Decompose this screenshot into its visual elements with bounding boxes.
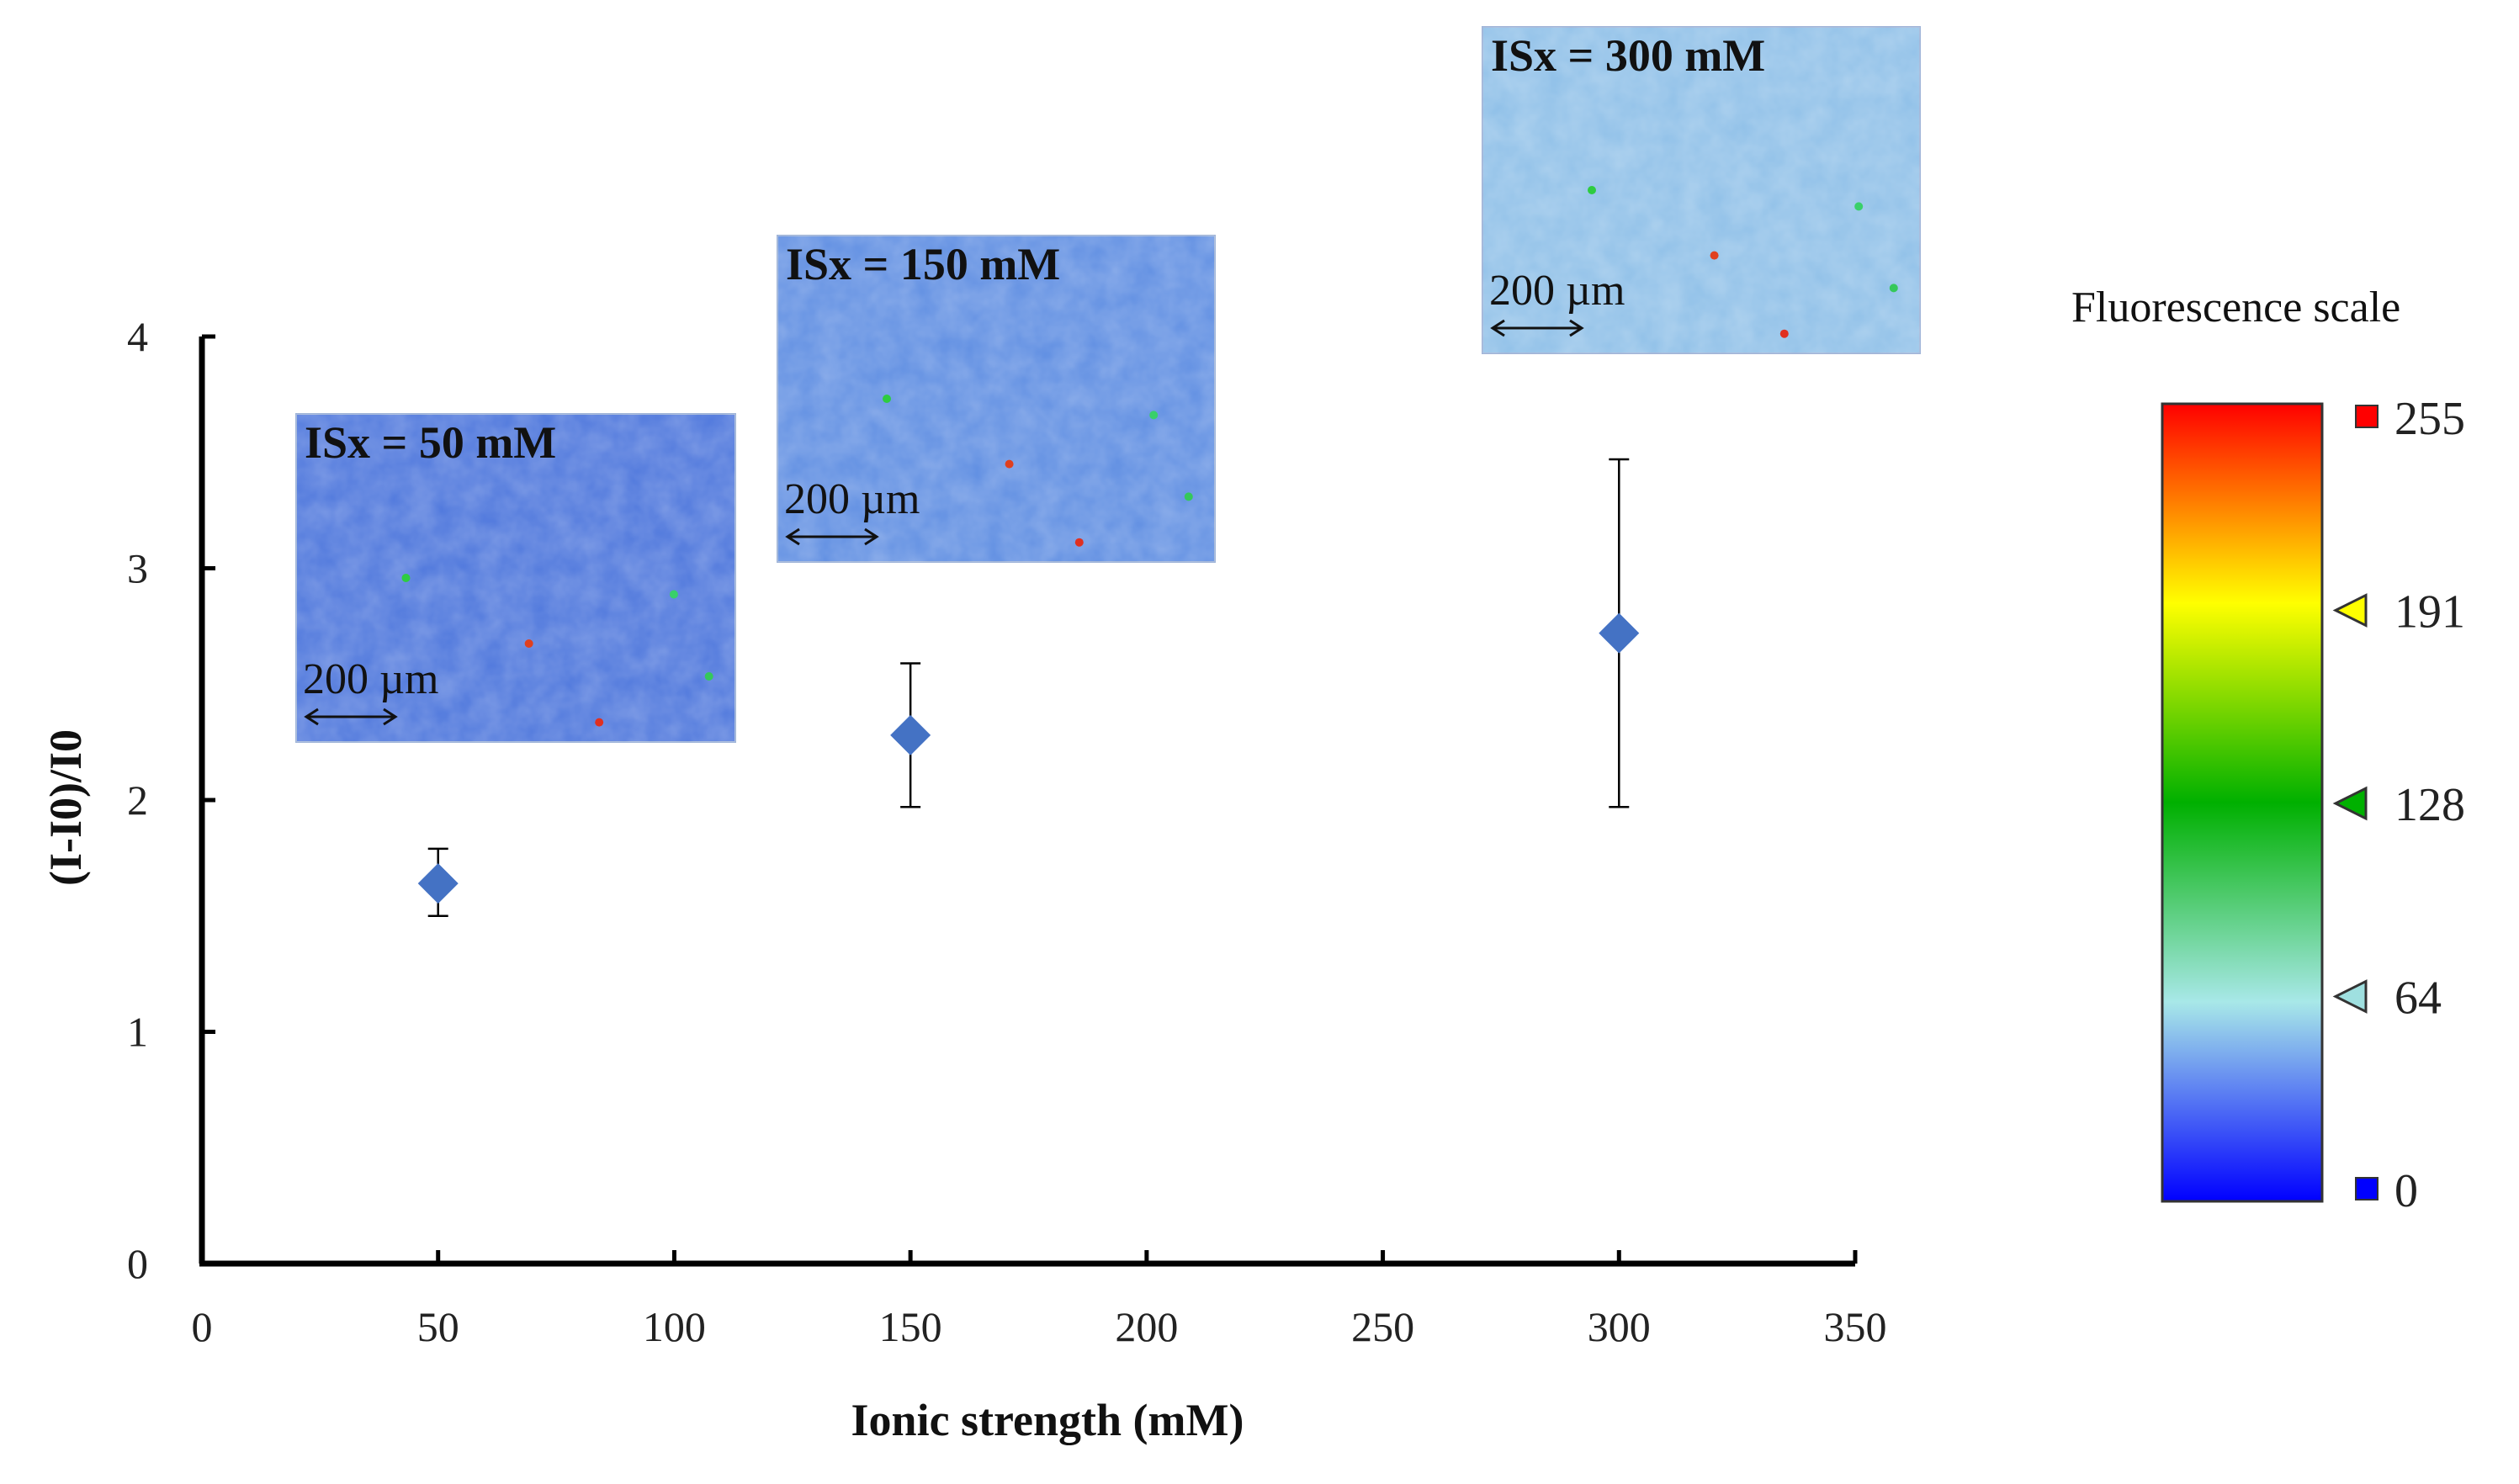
colorbar-gradient	[2161, 402, 2324, 1203]
x-tick-label: 150	[879, 1303, 942, 1350]
scale-bar-label: 200 µm	[303, 655, 438, 703]
scale-bar-arrow-right	[383, 708, 398, 726]
y-tick-label: 3	[127, 545, 148, 592]
colorbar-tick-label: 128	[2394, 779, 2465, 831]
x-tick-label: 0	[192, 1303, 213, 1350]
inset-image: ISx = 150 mM 200 µm	[777, 235, 1216, 563]
inset-speck	[1588, 186, 1596, 194]
colorbar: Fluorescence scale 255 191 128 64 0	[2071, 284, 2465, 1217]
inset-label: ISx = 50 mM	[305, 417, 556, 468]
x-tick-label: 250	[1351, 1303, 1414, 1350]
y-tick-label: 4	[127, 313, 148, 360]
inset-speck	[1074, 538, 1084, 547]
inset-speck	[1184, 492, 1193, 501]
x-tick-label: 300	[1588, 1303, 1651, 1350]
scale-bar-arrow-left	[1490, 319, 1505, 337]
x-tick-label: 200	[1115, 1303, 1178, 1350]
inset-texture	[1482, 27, 1920, 353]
colorbar-tick-label: 0	[2394, 1165, 2418, 1217]
y-tick-label: 2	[127, 776, 148, 824]
y-tick-label: 0	[127, 1240, 148, 1287]
x-tick-label: 100	[643, 1303, 706, 1350]
inset-texture	[296, 414, 735, 742]
inset-speck	[1710, 251, 1719, 260]
colorbar-marker	[2332, 786, 2368, 821]
inset-texture	[777, 236, 1215, 562]
colorbar-title: Fluorescence scale	[2071, 284, 2400, 331]
data-points	[417, 612, 1640, 904]
inset-image: ISx = 300 mM 200 µm	[1482, 26, 1921, 354]
x-tick-label: 50	[417, 1303, 459, 1350]
scale-bar-arrow-left	[304, 708, 319, 726]
colorbar-marker	[2332, 593, 2368, 628]
data-point	[1599, 612, 1640, 654]
colorbar-marker	[2332, 979, 2368, 1014]
data-point	[417, 863, 459, 904]
inset-image: ISx = 50 mM 200 µm	[295, 413, 736, 743]
inset-label: ISx = 150 mM	[786, 239, 1060, 289]
inset-speck	[1779, 329, 1789, 338]
x-ticks: 0 50 100 150 200 250 300 350	[192, 1250, 1887, 1350]
inset-label: ISx = 300 mM	[1491, 30, 1765, 81]
scale-bar-label: 200 µm	[1489, 267, 1625, 315]
axes: 0 50 100 150 200 250 300 350 0 1 2 3 4	[127, 313, 1887, 1350]
colorbar-tick-label: 64	[2394, 973, 2442, 1025]
inset-speck	[1149, 411, 1159, 420]
scale-bar-arrow-right	[1569, 319, 1584, 337]
scale-bar-arrow-right	[864, 527, 879, 546]
inset-speck	[704, 672, 713, 681]
y-axis-title: (I-I0)/I0	[40, 729, 91, 886]
y-ticks: 0 1 2 3 4	[127, 313, 215, 1287]
inset-speck	[669, 590, 678, 599]
x-axis-title: Ionic strength (mM)	[851, 1395, 1244, 1445]
colorbar-ticks: 255 191 128 64 0	[2332, 393, 2465, 1217]
colorbar-marker	[2355, 405, 2378, 428]
data-point	[890, 714, 931, 755]
inset-speck	[595, 718, 604, 727]
scale-bar-arrow-left	[785, 527, 800, 546]
inset-speck	[1005, 459, 1014, 469]
y-tick-label: 1	[127, 1009, 148, 1056]
colorbar-marker	[2355, 1177, 2378, 1200]
inset-speck	[883, 395, 891, 403]
inset-speck	[1854, 202, 1864, 211]
inset-speck	[524, 639, 533, 648]
colorbar-tick-label: 255	[2394, 393, 2465, 445]
colorbar-tick-label: 191	[2394, 586, 2465, 639]
scale-bar-label: 200 µm	[784, 475, 920, 523]
x-tick-label: 350	[1824, 1303, 1887, 1350]
inset-speck	[1889, 284, 1898, 293]
inset-speck	[401, 574, 411, 582]
